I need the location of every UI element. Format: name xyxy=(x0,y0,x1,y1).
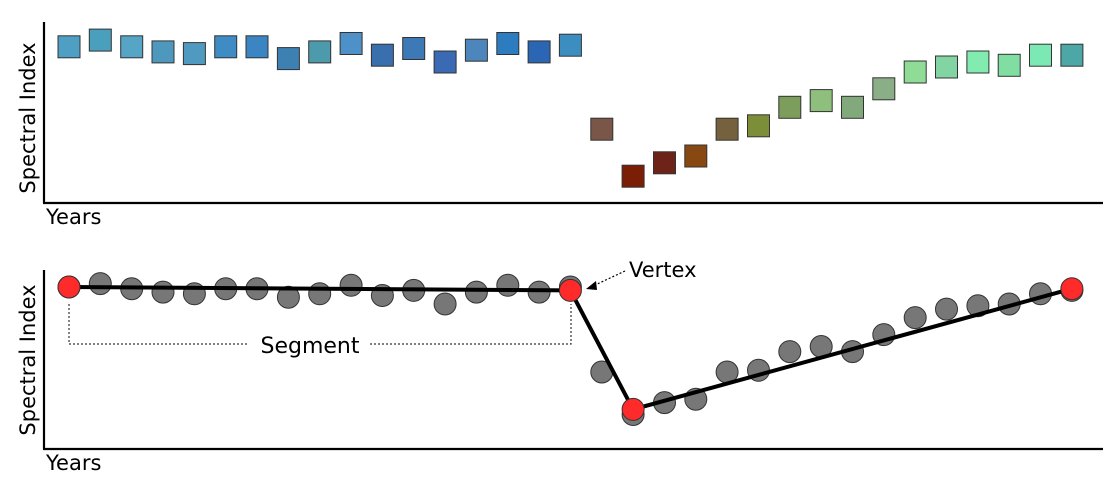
observation-point xyxy=(903,306,927,330)
observation-point xyxy=(88,272,112,296)
spectral-square-marker xyxy=(809,89,833,113)
observation-point xyxy=(339,273,363,297)
spectral-square-marker xyxy=(527,40,551,64)
observation-point xyxy=(308,282,332,306)
observation-point xyxy=(464,280,488,304)
spectral-square-marker xyxy=(872,77,896,101)
spectral-square-marker xyxy=(653,151,676,175)
vertex-label: Vertex xyxy=(629,258,697,282)
spectral-square-marker xyxy=(57,35,81,59)
vertex-arrow xyxy=(592,270,626,287)
spectral-square-marker xyxy=(496,32,520,55)
segment-label: Segment xyxy=(261,334,360,359)
observation-point xyxy=(935,297,958,321)
spectral-square-marker xyxy=(747,114,770,138)
fitted-segments xyxy=(68,285,1073,412)
observation-point xyxy=(433,292,457,316)
top-x-axis-label: Years xyxy=(45,205,101,229)
top-y-axis-label: Spectral Index xyxy=(16,42,40,193)
vertex-marker xyxy=(1060,277,1084,301)
spectral-square-marker xyxy=(308,40,332,64)
spectral-square-marker xyxy=(966,50,990,74)
spectral-square-marker xyxy=(997,53,1021,77)
vertex-marker xyxy=(621,397,645,421)
bottom-x-axis-label: Years xyxy=(45,451,101,475)
spectral-square-marker xyxy=(402,37,426,60)
spectral-square-marker xyxy=(903,60,927,84)
spectral-square-marker xyxy=(558,33,582,57)
spectral-square-marker xyxy=(684,144,708,168)
spectral-square-marker xyxy=(433,50,457,74)
observation-point xyxy=(496,273,520,297)
spectral-square-marker xyxy=(590,117,614,141)
vertex-marker xyxy=(57,275,81,299)
spectral-square-marker xyxy=(370,43,394,67)
observation-point xyxy=(276,285,300,309)
spectral-square-marker xyxy=(1060,43,1084,67)
spectral-square-marker xyxy=(715,117,739,141)
bottom-panel: Spectral Index Years Segment Vertex xyxy=(16,258,1103,475)
spectral-square-marker xyxy=(339,32,363,55)
bottom-y-axis-label: Spectral Index xyxy=(16,284,40,435)
spectral-square-marker xyxy=(276,47,300,71)
spectral-square-marker xyxy=(841,95,864,119)
spectral-square-marker xyxy=(182,42,206,66)
vertex-arrowhead xyxy=(586,281,597,290)
spectral-square-marker xyxy=(120,35,144,59)
spectral-square-marker xyxy=(245,35,269,59)
spectral-square-marker xyxy=(621,164,645,188)
spectral-square-marker xyxy=(151,40,175,64)
spectral-square-marker xyxy=(778,95,802,119)
spectral-square-marker xyxy=(1029,43,1052,67)
vertices xyxy=(57,275,1084,421)
top-panel: Spectral Index Years xyxy=(16,22,1103,229)
vertex-marker xyxy=(558,278,582,302)
observation-point xyxy=(778,340,802,364)
top-markers xyxy=(57,28,1084,188)
spectral-square-marker xyxy=(214,35,238,59)
observation-point xyxy=(151,280,175,304)
spectral-square-marker xyxy=(464,38,488,62)
segment-bracket xyxy=(68,304,572,345)
spectral-square-marker xyxy=(935,55,958,79)
spectral-square-marker xyxy=(88,28,112,52)
fitted-segment-line xyxy=(68,285,1073,412)
